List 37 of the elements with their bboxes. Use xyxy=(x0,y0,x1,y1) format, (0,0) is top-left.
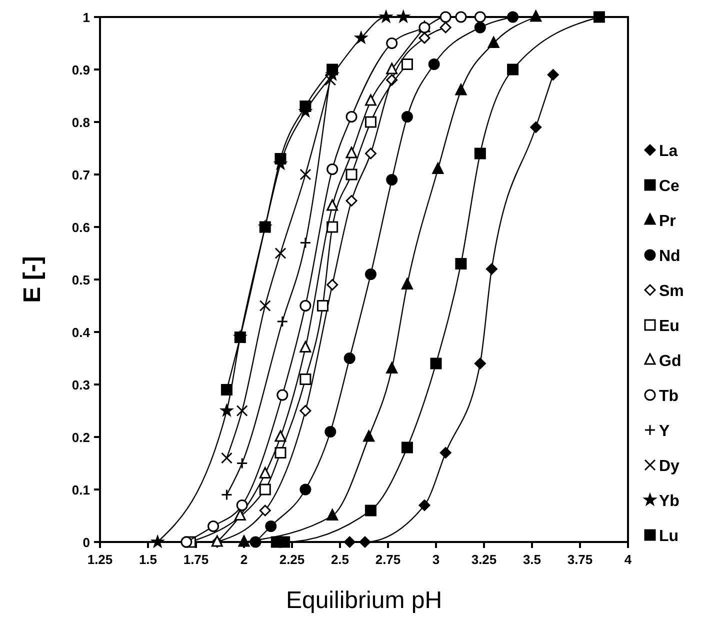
y-tick-label: 0.6 xyxy=(72,220,90,235)
x-tick-label: 2.25 xyxy=(279,552,305,567)
legend-label: Yb xyxy=(659,493,680,510)
legend-label: Lu xyxy=(659,528,679,545)
legend-label: Ce xyxy=(659,178,680,195)
x-tick-label: 3.75 xyxy=(567,552,593,567)
x-tick-label: 2 xyxy=(240,552,248,567)
y-tick-label: 0.9 xyxy=(72,62,90,78)
y-tick-label: 0.2 xyxy=(72,430,90,445)
legend-label: Eu xyxy=(659,318,680,335)
legend-label: Dy xyxy=(659,458,680,475)
y-tick-label: 0.3 xyxy=(72,378,90,392)
y-tick-label: 0.5 xyxy=(72,272,90,288)
x-tick-label: 1.75 xyxy=(183,552,209,567)
legend-label: Y xyxy=(659,423,670,440)
x-tick-label: 2.5 xyxy=(330,552,350,567)
legend-label: La xyxy=(659,143,678,160)
y-tick-label: 0.7 xyxy=(72,168,90,182)
y-axis-title: E [-] xyxy=(19,256,46,303)
legend-label: Nd xyxy=(659,248,680,265)
x-tick-label: 1.5 xyxy=(138,552,158,567)
x-tick-label: 3.25 xyxy=(471,552,497,567)
legend-label: Tb xyxy=(659,388,679,405)
y-tick-label: 1 xyxy=(82,10,90,25)
y-tick-label: 0.8 xyxy=(72,115,90,130)
y-tick-label: 0.1 xyxy=(72,482,90,498)
x-tick-label: 1.25 xyxy=(87,552,113,567)
x-axis-title: Equilibrium pH xyxy=(286,587,442,614)
x-tick-label: 2.75 xyxy=(375,552,401,567)
legend-label: Sm xyxy=(659,283,684,300)
legend-label: Pr xyxy=(659,213,676,230)
y-tick-label: 0.4 xyxy=(72,325,91,340)
x-tick-label: 3 xyxy=(432,552,440,567)
legend-label: Gd xyxy=(659,353,682,370)
x-tick-label: 4 xyxy=(624,552,632,567)
y-tick-label: 0 xyxy=(82,535,90,550)
x-tick-label: 3.5 xyxy=(522,552,542,567)
